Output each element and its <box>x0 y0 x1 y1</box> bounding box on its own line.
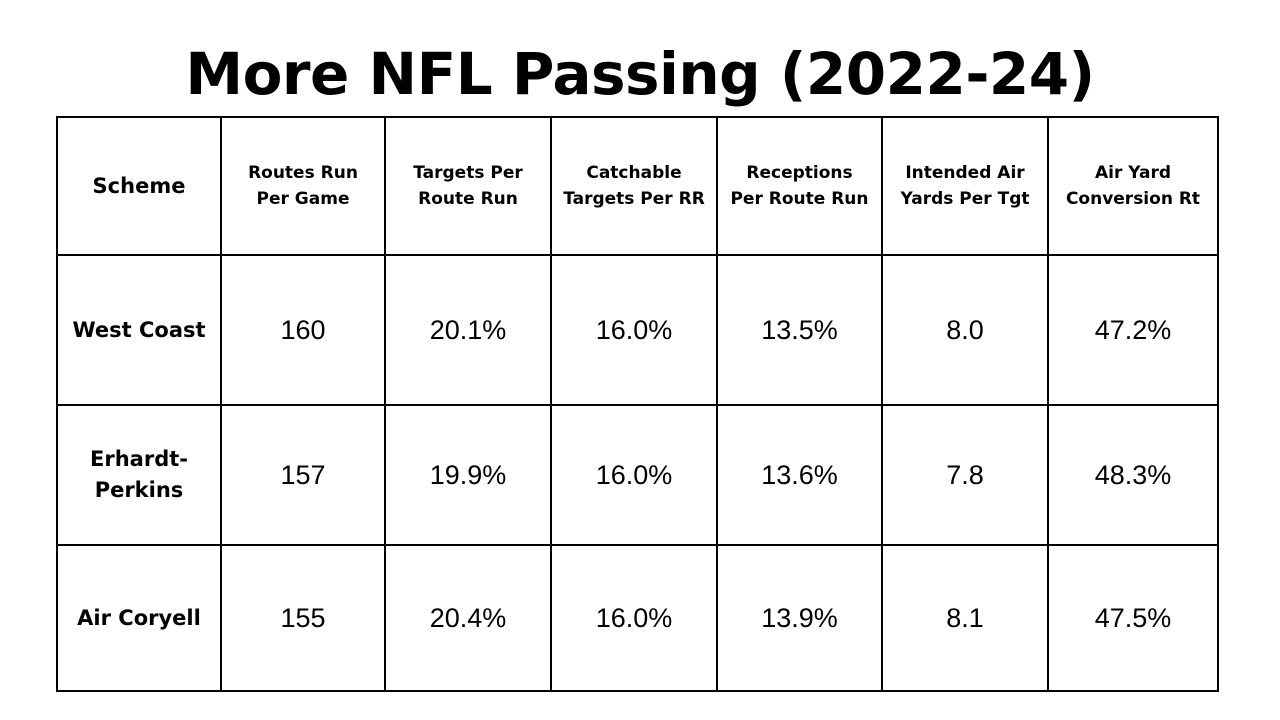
header-line: Receptions <box>746 163 853 183</box>
scheme-line: Perkins <box>94 478 184 502</box>
header-line: Targets Per RR <box>563 189 705 209</box>
header-line: Catchable <box>586 163 682 183</box>
header-line: Per Game <box>256 189 350 209</box>
header-line: Yards Per Tgt <box>900 189 1030 209</box>
value-cell: 155 <box>220 544 386 692</box>
header-line: Per Route Run <box>730 189 869 209</box>
scheme-cell: Erhardt- Perkins <box>56 404 222 546</box>
value-cell: 19.9% <box>384 404 552 546</box>
value-cell: 7.8 <box>881 404 1049 546</box>
column-header-targets-per-rr: Targets Per Route Run <box>384 116 552 256</box>
header-line: Targets Per <box>413 163 523 183</box>
scheme-cell: West Coast <box>56 254 222 406</box>
stats-table: Scheme Routes Run Per Game Targets Per Rou… <box>56 116 1219 692</box>
header-line: Intended Air <box>905 163 1025 183</box>
column-header-receptions-per-rr: Receptions Per Route Run <box>716 116 883 256</box>
value-cell: 8.0 <box>881 254 1049 406</box>
scheme-line: Erhardt- <box>90 447 188 471</box>
value-cell: 16.0% <box>550 404 718 546</box>
value-cell: 8.1 <box>881 544 1049 692</box>
value-cell: 16.0% <box>550 254 718 406</box>
header-line: Routes Run <box>248 163 358 183</box>
value-cell: 160 <box>220 254 386 406</box>
value-cell: 13.5% <box>716 254 883 406</box>
value-cell: 47.5% <box>1047 544 1219 692</box>
value-cell: 13.6% <box>716 404 883 546</box>
header-line: Air Yard <box>1094 163 1172 183</box>
scheme-cell: Air Coryell <box>56 544 222 692</box>
header-line: Route Run <box>418 189 518 209</box>
value-cell: 13.9% <box>716 544 883 692</box>
table-row: Erhardt- Perkins 157 19.9% 16.0% 13.6% 7.… <box>56 404 1219 546</box>
column-header-scheme: Scheme <box>56 116 222 256</box>
column-header-air-yard-conversion: Air Yard Conversion Rt <box>1047 116 1219 256</box>
value-cell: 20.1% <box>384 254 552 406</box>
value-cell: 20.4% <box>384 544 552 692</box>
table-row: West Coast 160 20.1% 16.0% 13.5% 8.0 47.… <box>56 254 1219 406</box>
value-cell: 16.0% <box>550 544 718 692</box>
column-header-intended-air-yards: Intended Air Yards Per Tgt <box>881 116 1049 256</box>
table-row: Air Coryell 155 20.4% 16.0% 13.9% 8.1 47… <box>56 544 1219 692</box>
column-header-routes-run: Routes Run Per Game <box>220 116 386 256</box>
column-header-catchable-targets: Catchable Targets Per RR <box>550 116 718 256</box>
chart-title: More NFL Passing (2022-24) <box>185 40 1095 108</box>
value-cell: 47.2% <box>1047 254 1219 406</box>
header-row: Scheme Routes Run Per Game Targets Per Rou… <box>56 116 1219 256</box>
header-line: Conversion Rt <box>1065 189 1201 209</box>
value-cell: 157 <box>220 404 386 546</box>
value-cell: 48.3% <box>1047 404 1219 546</box>
